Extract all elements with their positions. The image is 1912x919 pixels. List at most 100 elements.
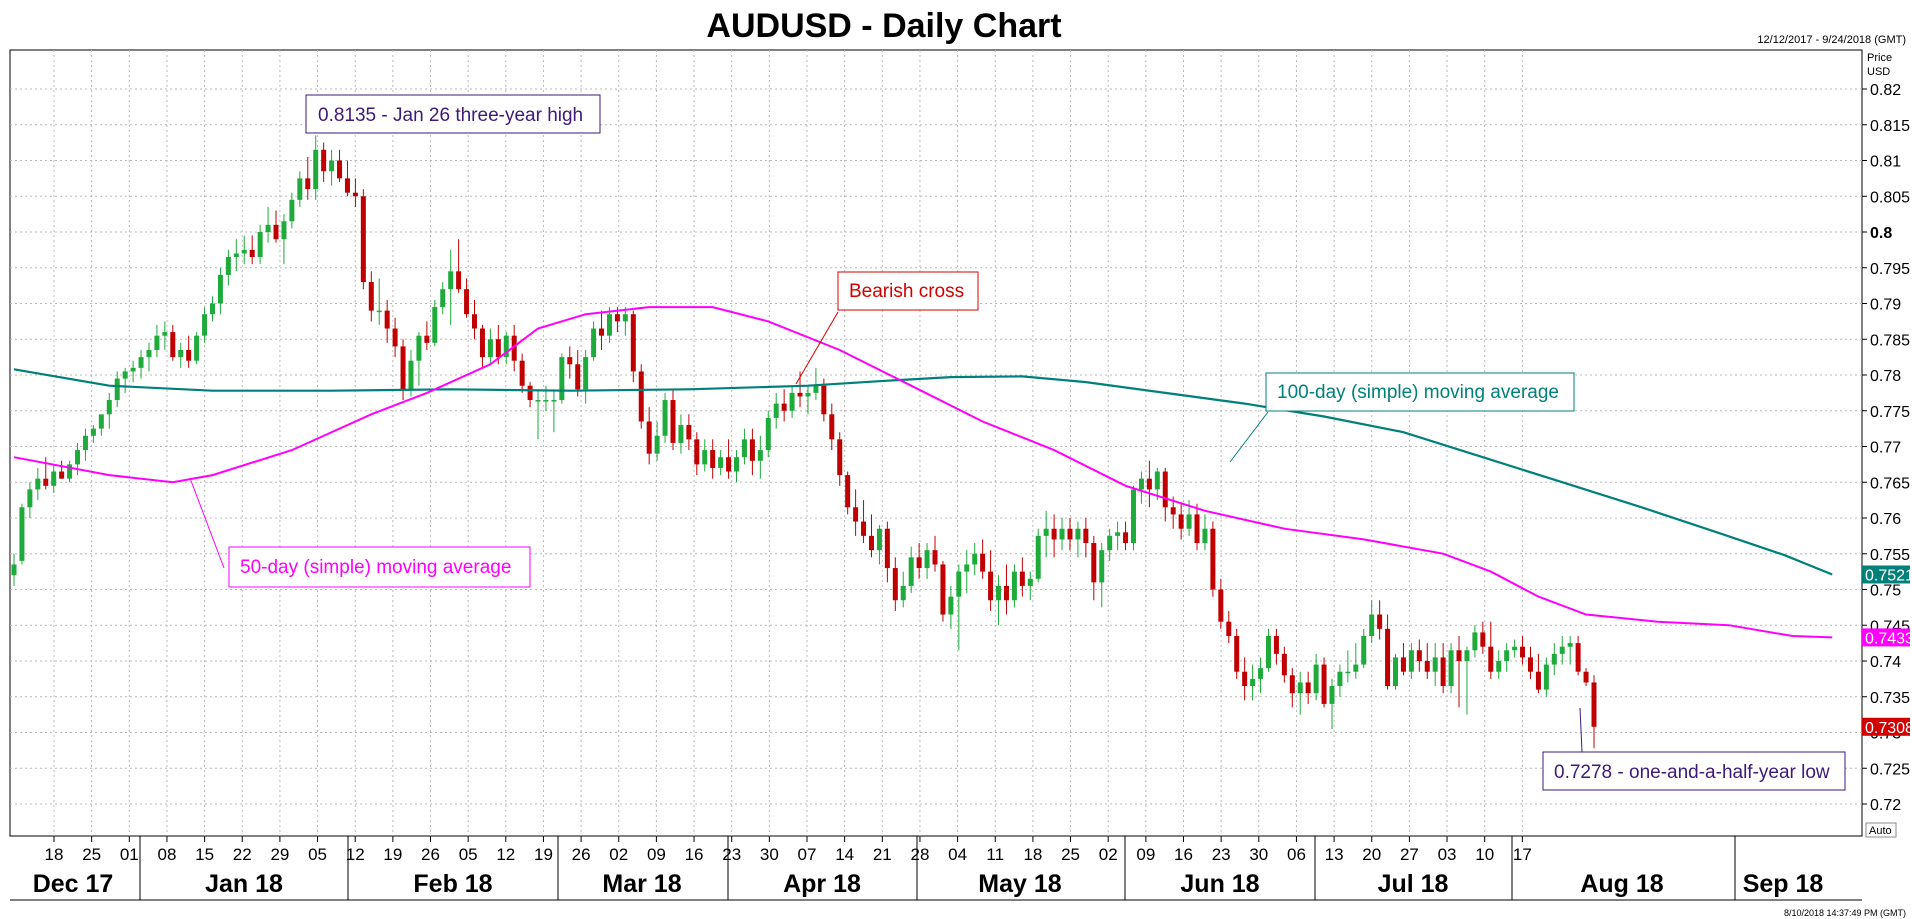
auto-scale-label[interactable]: Auto <box>1869 825 1892 837</box>
candle-down <box>495 339 501 358</box>
month-label: Mar 18 <box>602 870 681 898</box>
candle-down <box>1377 614 1383 629</box>
x-tick-label: 28 <box>910 845 929 864</box>
candle-up <box>1559 646 1565 654</box>
price-badges: 0.7521 0.7433 0.7308 <box>1862 565 1912 737</box>
candle-down <box>829 414 835 440</box>
candle-up <box>622 314 628 322</box>
candle-up <box>1504 650 1510 661</box>
candle-down <box>599 328 605 336</box>
candle-up <box>654 435 660 454</box>
candle-up <box>154 335 160 350</box>
candle-down <box>305 178 311 190</box>
x-tick-label: 04 <box>948 845 967 864</box>
candle-up <box>543 400 549 402</box>
price-badge <box>1862 628 1910 647</box>
y-tick-label: 0.755 <box>1870 547 1910 564</box>
month-label: Aug 18 <box>1580 870 1663 898</box>
candle-down <box>797 392 803 397</box>
x-tick-label: 16 <box>1174 845 1193 864</box>
candle-up <box>948 596 954 615</box>
candle-up <box>876 528 882 551</box>
candle-up <box>1258 668 1264 679</box>
candle-down <box>749 439 755 461</box>
x-tick-label: 02 <box>1099 845 1118 864</box>
candle-up <box>329 160 335 172</box>
chart-title: AUDUSD - Daily Chart <box>706 7 1061 45</box>
x-axis: 18 25 01 08 15 22 29 05 12 19 26 05 12 19 26 02 09 16 23 30… <box>10 836 1862 901</box>
auto-scale-button[interactable] <box>1865 822 1897 838</box>
candle-down <box>1123 532 1129 544</box>
candle-up <box>1345 671 1351 674</box>
ma50-line <box>13 306 1833 639</box>
candle-up <box>1408 650 1414 672</box>
candle-up <box>1043 528 1049 536</box>
candle-down <box>1234 635 1240 672</box>
x-tick-label: 27 <box>1400 845 1419 864</box>
candle-down <box>980 553 986 572</box>
candle-down <box>59 471 65 479</box>
candle-up <box>805 392 811 397</box>
y-tick-label: 0.805 <box>1870 189 1910 206</box>
candle-down <box>1527 657 1533 672</box>
candle-up <box>1107 535 1113 551</box>
candle-down <box>1051 528 1057 540</box>
candle-down <box>884 528 890 569</box>
candle-up <box>202 314 208 336</box>
candle-down <box>511 335 517 361</box>
y-tick-label: 0.74 <box>1870 654 1901 671</box>
candle-down <box>781 403 787 411</box>
y-tick-label: 0.77 <box>1870 440 1901 457</box>
candle-down <box>43 478 49 486</box>
candle-down <box>575 364 581 390</box>
candle-down <box>861 521 867 536</box>
candle-up <box>416 335 422 361</box>
x-tick-label: 20 <box>1362 845 1381 864</box>
candle-up <box>233 253 239 258</box>
candle-up <box>741 439 747 458</box>
moving-averages <box>13 306 1833 639</box>
y-tick-label: 0.725 <box>1870 761 1910 778</box>
candle-up <box>1297 682 1303 694</box>
candle-up <box>1472 632 1478 651</box>
x-tick-label: 08 <box>157 845 176 864</box>
x-tick-label: 14 <box>835 845 854 864</box>
candle-up <box>376 310 382 313</box>
x-tick-label: 03 <box>1438 845 1457 864</box>
candle-down <box>1488 646 1494 672</box>
candle-down <box>1385 628 1391 687</box>
candle-up <box>503 335 509 358</box>
candle-up <box>35 478 41 490</box>
candle-up <box>75 450 81 465</box>
x-tick-label: 19 <box>383 845 402 864</box>
x-tick-label: 18 <box>45 845 64 864</box>
ma50-annotation-box <box>228 546 531 588</box>
candle-up <box>964 564 970 572</box>
candle-up <box>408 360 414 390</box>
candle-up <box>114 378 120 401</box>
candle-up <box>1353 664 1359 672</box>
x-tick-label: 23 <box>1212 845 1231 864</box>
x-tick-label: 07 <box>798 845 817 864</box>
y-tick-label: 0.765 <box>1870 475 1910 492</box>
candle-down <box>1170 507 1176 515</box>
candle-up <box>757 450 763 461</box>
candlesticks <box>11 135 1597 749</box>
y-tick-label: 0.82 <box>1870 82 1901 99</box>
ma100-annotation: 100-day (simple) moving average <box>1277 382 1559 403</box>
candle-up <box>1250 678 1256 687</box>
candle-up <box>1130 489 1136 544</box>
candle-up <box>162 332 168 336</box>
candle-down <box>479 328 485 358</box>
candle-down <box>1162 471 1168 508</box>
candle-up <box>487 339 493 358</box>
candle-up <box>440 289 446 308</box>
candle-up <box>773 403 779 418</box>
x-tick-label: 09 <box>647 845 666 864</box>
candle-down <box>694 439 700 465</box>
x-tick-label: 25 <box>82 845 101 864</box>
month-label: May 18 <box>978 870 1061 898</box>
x-tick-label: 12 <box>346 845 365 864</box>
y-tick-label: 0.79 <box>1870 297 1901 314</box>
x-tick-label: 30 <box>760 845 779 864</box>
